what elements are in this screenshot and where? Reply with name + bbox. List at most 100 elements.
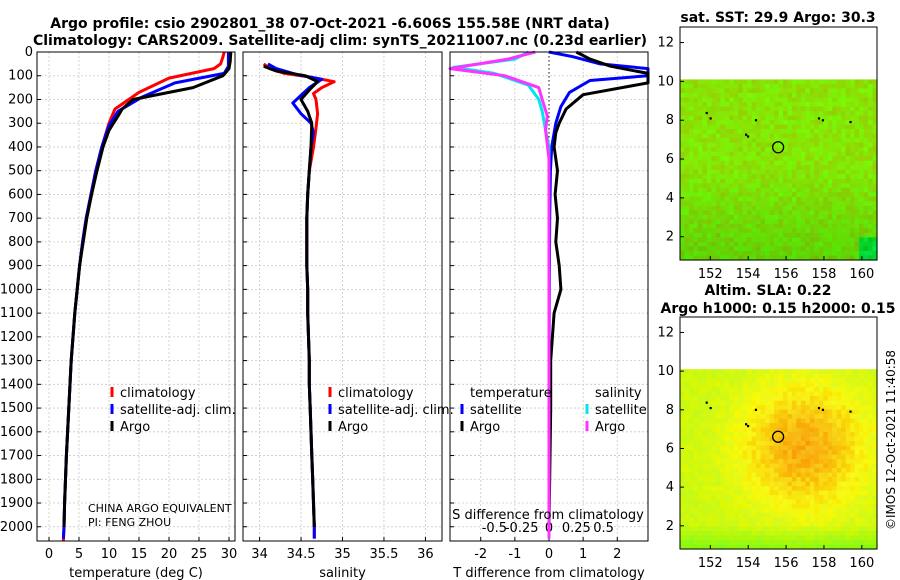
- map-cell: [841, 409, 847, 415]
- map-cell: [706, 387, 712, 393]
- map-cell: [738, 160, 744, 166]
- map-cell: [827, 165, 833, 171]
- y-tick-label: 8: [666, 113, 674, 128]
- map-cell: [850, 432, 856, 438]
- map-cell: [711, 513, 717, 519]
- map-cell: [841, 192, 847, 198]
- map-cell: [800, 513, 806, 519]
- map-cell: [805, 79, 811, 85]
- map-cell: [841, 210, 847, 216]
- map-cell: [863, 111, 869, 117]
- map-cell: [711, 427, 717, 433]
- map-cell: [796, 196, 802, 202]
- map-cell: [765, 160, 771, 166]
- map-cell: [854, 400, 860, 406]
- map-cell: [832, 441, 838, 447]
- map-cell: [729, 160, 735, 166]
- map-cell: [760, 481, 766, 487]
- map-cell: [863, 160, 869, 166]
- map-cell: [827, 432, 833, 438]
- map-cell: [859, 183, 865, 189]
- map-cell: [854, 517, 860, 523]
- map-cell: [782, 544, 789, 550]
- map-cell: [845, 165, 851, 171]
- map-cell: [729, 427, 735, 433]
- map-cell: [742, 205, 748, 211]
- map-cell: [778, 468, 784, 474]
- map-cell: [782, 156, 789, 162]
- map-cell: [760, 205, 766, 211]
- map-cell: [796, 192, 802, 198]
- map-cell: [688, 92, 695, 99]
- map-cell: [841, 472, 847, 478]
- map-cell: [724, 160, 730, 166]
- map-cell: [827, 92, 833, 99]
- map-cell: [715, 526, 721, 532]
- map-cell: [778, 124, 784, 130]
- map-cell: [841, 490, 847, 496]
- map-cell: [854, 151, 860, 157]
- map-cell: [680, 79, 686, 85]
- map-cell: [818, 133, 824, 139]
- map-cell: [800, 495, 806, 501]
- map-cell: [814, 468, 820, 474]
- map-cell: [823, 391, 829, 397]
- map-cell: [791, 504, 798, 510]
- map-cell: [715, 468, 721, 474]
- map-cell: [769, 526, 775, 532]
- map-cell: [769, 481, 775, 487]
- map-cell: [738, 115, 744, 121]
- map-cell: [854, 414, 860, 420]
- map-cell: [742, 490, 748, 496]
- map-cell: [774, 544, 780, 550]
- map-cell: [711, 169, 717, 175]
- map-cell: [845, 373, 851, 379]
- map-cell: [782, 445, 789, 451]
- map-cell: [868, 228, 874, 234]
- map-cell: [796, 201, 802, 207]
- map-cell: [854, 387, 860, 393]
- y-tick-label: 2: [666, 230, 674, 245]
- map-cell: [823, 205, 829, 211]
- map-cell: [854, 472, 860, 478]
- map-cell: [733, 83, 739, 90]
- map-cell: [787, 409, 793, 415]
- map-cell: [863, 513, 869, 519]
- map-cell: [706, 246, 712, 252]
- map-cell: [845, 142, 851, 148]
- map-cell: [738, 387, 744, 393]
- map-cell: [859, 400, 865, 406]
- map-cell: [751, 88, 757, 94]
- map-cell: [729, 241, 735, 248]
- map-cell: [715, 445, 721, 451]
- map-cell: [742, 223, 748, 229]
- map-cell: [796, 115, 802, 121]
- map-cell: [872, 106, 878, 112]
- map-cell: [809, 513, 815, 519]
- map-cell: [747, 92, 753, 99]
- map-cell: [769, 187, 775, 193]
- map-cell: [724, 378, 730, 384]
- map-cell: [868, 531, 874, 537]
- map-cell: [733, 468, 739, 474]
- map-cell: [868, 151, 874, 157]
- map-cell: [850, 454, 856, 460]
- map-cell: [836, 436, 842, 442]
- map-cell: [693, 241, 699, 248]
- map-cell: [693, 481, 699, 487]
- x-axis-label: salinity: [319, 566, 366, 580]
- map-cell: [868, 508, 874, 514]
- map-cell: [787, 396, 793, 402]
- map-cell: [818, 504, 824, 510]
- map-cell: [791, 115, 798, 121]
- map-cell: [724, 228, 730, 234]
- map-cell: [836, 513, 842, 519]
- map-cell: [697, 454, 703, 460]
- map-cell: [872, 423, 878, 429]
- map-cell: [818, 151, 824, 157]
- map-cell: [796, 219, 802, 225]
- map-cell: [863, 201, 869, 207]
- map-cell: [859, 495, 865, 501]
- map-cell: [778, 214, 784, 220]
- map-cell: [787, 228, 793, 234]
